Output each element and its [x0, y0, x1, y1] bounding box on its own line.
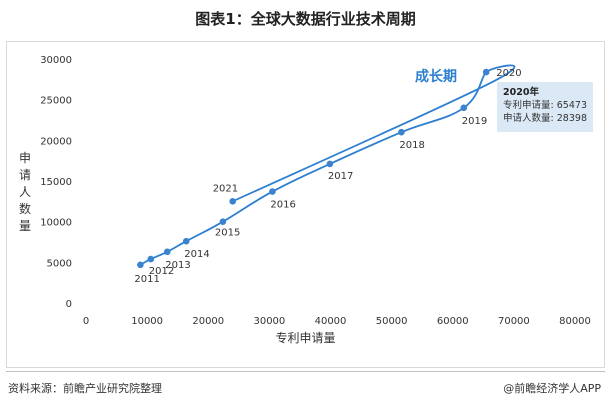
footer-source: 资料来源：前瞻产业研究院整理 [8, 382, 162, 395]
data-point [163, 248, 171, 256]
y-tick-label: 30000 [40, 55, 72, 66]
data-label: 2017 [328, 171, 353, 182]
x-tick-label: 0 [83, 316, 89, 327]
footer-divider [6, 371, 605, 372]
x-tick-label: 80000 [559, 316, 591, 327]
data-point [229, 198, 236, 205]
tooltip-row: 申请人数量: 28398 [503, 112, 587, 125]
data-point [269, 188, 276, 195]
data-label: 2014 [184, 249, 209, 260]
data-label: 2013 [165, 260, 190, 271]
y-tick-label: 0 [66, 299, 72, 310]
y-tick-label: 5000 [47, 258, 72, 269]
y-axis-label: 申请人数量 [18, 151, 31, 233]
data-label: 2020 [496, 68, 521, 79]
footer-brand: @前瞻经济学人APP [503, 382, 601, 395]
data-point [219, 218, 227, 225]
tooltip-year: 2020年 [503, 87, 539, 98]
data-label: 2021 [213, 183, 238, 194]
phase-label: 成长期 [415, 69, 457, 85]
y-tick-label: 15000 [40, 177, 72, 188]
x-tick-label: 60000 [437, 316, 469, 327]
data-label: 2015 [215, 228, 240, 239]
data-label: 2011 [134, 274, 159, 285]
data-point [482, 68, 490, 76]
plot-frame [6, 41, 605, 368]
chart-title: 图表1：全球大数据行业技术周期 [195, 10, 416, 28]
data-label: 2016 [270, 200, 295, 211]
tooltip-row: 专利申请量: 65473 [503, 99, 587, 112]
y-tick-label: 10000 [40, 218, 72, 229]
x-axis-label: 专利申请量 [275, 331, 336, 345]
tooltip-row-label: 专利申请量: [503, 100, 554, 111]
data-label: 2019 [462, 116, 487, 127]
data-tooltip: 2020年 专利申请量: 65473 申请人数量: 28398 [497, 82, 593, 132]
tooltip-row-value: 28398 [556, 113, 587, 124]
data-point [182, 237, 190, 245]
data-label: 2018 [399, 140, 424, 151]
data-point [460, 104, 468, 112]
data-point [137, 261, 144, 269]
data-point [398, 128, 405, 136]
x-tick-label: 30000 [253, 316, 285, 327]
x-tick-label: 10000 [131, 316, 163, 327]
tooltip-row-value: 65473 [556, 100, 587, 111]
y-tick-label: 20000 [40, 136, 72, 147]
x-tick-label: 70000 [498, 316, 530, 327]
y-tick-label: 25000 [40, 96, 72, 107]
x-tick-label: 50000 [376, 316, 408, 327]
x-tick-label: 20000 [192, 316, 224, 327]
data-point [147, 255, 155, 263]
x-tick-label: 40000 [315, 316, 347, 327]
data-label: 2012 [149, 266, 174, 277]
tooltip-row-label: 申请人数量: [503, 113, 554, 124]
data-point [326, 160, 334, 168]
